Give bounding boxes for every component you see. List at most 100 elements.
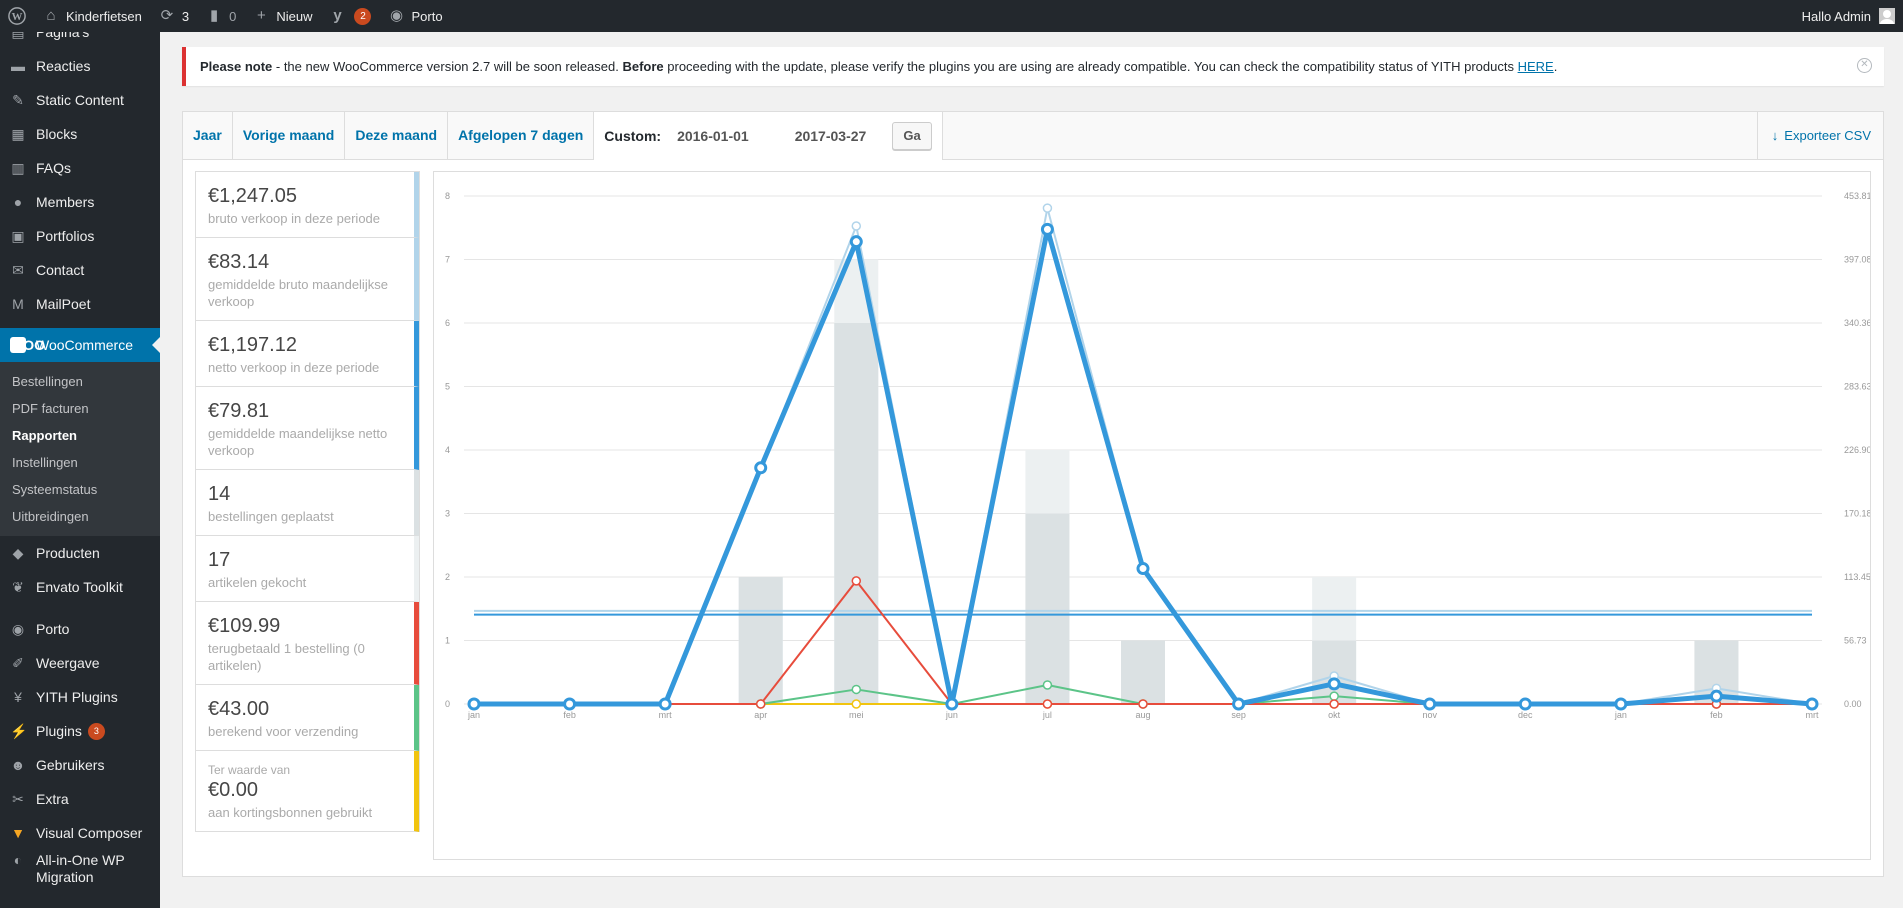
tab-this-month[interactable]: Deze maand xyxy=(345,112,449,159)
data-point[interactable] xyxy=(1042,680,1053,690)
menu-woocommerce[interactable]: WOO WooCommerce xyxy=(0,328,160,362)
menu-portfolios[interactable]: ▣ Portfolios xyxy=(0,219,160,253)
menu-users[interactable]: ☻ Gebruikers xyxy=(0,748,160,782)
notice-text-part: proceeding with the update, please verif… xyxy=(663,59,1518,74)
menu-yith-plugins[interactable]: ¥ YITH Plugins xyxy=(0,680,160,714)
menu-mailpoet[interactable]: M MailPoet xyxy=(0,287,160,321)
legend-description: artikelen gekocht xyxy=(208,575,307,590)
data-point[interactable] xyxy=(754,461,768,475)
legend-item[interactable]: €43.00 berekend voor verzending xyxy=(196,685,419,751)
wordpress-logo-icon[interactable]: W xyxy=(0,0,34,32)
user-icon: ● xyxy=(13,194,23,210)
menu-appearance[interactable]: ✐ Weergave xyxy=(0,646,160,680)
sales-chart-svg: 0 0.00 1 56.73 2 113.45 3 170.18 4 226.90 5 283.63 6… xyxy=(445,191,1870,720)
menu-plugins[interactable]: ⚡ Plugins 3 xyxy=(0,714,160,748)
custom-label: Custom: xyxy=(604,128,662,144)
porto-label: Porto xyxy=(411,8,443,24)
menu-envato-toolkit[interactable]: ❦ Envato Toolkit xyxy=(0,570,160,604)
dismiss-icon[interactable]: ✕ xyxy=(1857,58,1872,73)
menu-blocks[interactable]: ▦ Blocks xyxy=(0,117,160,151)
data-point[interactable] xyxy=(1042,699,1053,709)
data-point[interactable] xyxy=(1329,699,1339,709)
menu-label: Visual Composer xyxy=(36,825,143,841)
data-point[interactable] xyxy=(945,697,959,711)
menu-pages[interactable]: ▤ Pagina's xyxy=(0,32,160,49)
bar[interactable] xyxy=(834,323,879,704)
brush-icon: ✐ xyxy=(12,655,24,671)
data-point[interactable] xyxy=(1042,203,1053,213)
y-right-tick-label: 113.45 xyxy=(1844,572,1870,582)
x-tick-label: jul xyxy=(1042,710,1052,720)
data-point[interactable] xyxy=(1329,691,1339,701)
legend-item[interactable]: €109.99 terugbetaald 1 bestelling (0 arti… xyxy=(196,602,419,685)
legend-item[interactable]: Ter waarde van €0.00 aan kortingsbonnen ge… xyxy=(196,751,419,832)
export-csv-button[interactable]: ↓ Exporteer CSV xyxy=(1756,112,1883,159)
legend-item[interactable]: €79.81 gemiddelde maandelijkse netto verk… xyxy=(196,387,419,470)
data-point[interactable] xyxy=(851,576,862,586)
legend-item[interactable]: €1,197.12 netto verkoop in deze periode xyxy=(196,321,419,387)
data-point[interactable] xyxy=(1614,697,1628,711)
submenu-orders[interactable]: Bestellingen xyxy=(12,374,83,389)
data-point[interactable] xyxy=(851,684,862,695)
tab-last-7-days[interactable]: Afgelopen 7 dagen xyxy=(448,112,595,159)
menu-porto[interactable]: ◉ Porto xyxy=(0,612,160,646)
data-point[interactable] xyxy=(1136,562,1150,576)
legend-item[interactable]: 17 artikelen gekocht xyxy=(196,536,419,602)
tab-year[interactable]: Jaar xyxy=(183,112,233,159)
tab-last-month[interactable]: Vorige maand xyxy=(233,112,346,159)
menu-tools[interactable]: ✂ Extra xyxy=(0,782,160,816)
data-point[interactable] xyxy=(849,235,863,249)
legend-description: berekend voor verzending xyxy=(208,724,359,739)
menu-faqs[interactable]: ▥ FAQs xyxy=(0,151,160,185)
legend-item[interactable]: €83.14 gemiddelde bruto maandelijkse verk… xyxy=(196,238,419,321)
updates-link[interactable]: ⟳ 3 xyxy=(150,0,197,32)
new-content-link[interactable]: + Nieuw xyxy=(244,0,320,32)
menu-members[interactable]: ● Members xyxy=(0,185,160,219)
menu-visual-composer[interactable]: ▼ Visual Composer xyxy=(0,816,160,850)
submenu-settings[interactable]: Instellingen xyxy=(12,455,78,470)
bar[interactable] xyxy=(1025,513,1070,705)
data-point[interactable] xyxy=(1327,677,1341,691)
legend-description: terugbetaald 1 bestelling (0 artikelen) xyxy=(208,641,365,673)
data-point[interactable] xyxy=(851,699,862,709)
porto-link[interactable]: ◉ Porto xyxy=(379,0,450,32)
submenu-pdf-invoices[interactable]: PDF facturen xyxy=(12,401,89,416)
data-point[interactable] xyxy=(1138,699,1148,709)
avatar xyxy=(1879,8,1895,24)
comments-link[interactable]: ▮ 0 xyxy=(197,0,244,32)
menu-static-content[interactable]: ✎ Static Content xyxy=(0,83,160,117)
menu-comments[interactable]: ▬ Reacties xyxy=(0,49,160,83)
start-date-input[interactable]: 2016-01-01 xyxy=(677,128,749,144)
menu-products[interactable]: ◆ Producten xyxy=(0,536,160,570)
my-account-link[interactable]: Hallo Admin xyxy=(1794,0,1903,32)
menu-all-in-one-migration[interactable]: ◐ All-in-One WP Migration xyxy=(0,850,160,890)
data-point[interactable] xyxy=(1423,697,1437,711)
data-point[interactable] xyxy=(755,699,766,709)
bar[interactable] xyxy=(1121,640,1165,705)
menu-contact[interactable]: ✉ Contact xyxy=(0,253,160,287)
yoast-link[interactable]: y 2 xyxy=(320,0,379,32)
bar[interactable] xyxy=(738,577,783,704)
data-point[interactable] xyxy=(1805,697,1819,711)
go-button[interactable]: Ga xyxy=(892,122,932,150)
legend-item[interactable]: 14 bestellingen geplaatst xyxy=(196,470,419,536)
data-point[interactable] xyxy=(1709,689,1723,703)
data-point[interactable] xyxy=(563,697,577,711)
y-left-tick-label: 8 xyxy=(445,191,450,201)
notice-link[interactable]: HERE xyxy=(1517,59,1554,74)
submenu-extensions[interactable]: Uitbreidingen xyxy=(12,509,89,524)
legend-amount: €109.99 xyxy=(208,615,281,637)
pin-icon: ✎ xyxy=(12,92,24,108)
data-point[interactable] xyxy=(658,697,672,711)
menu-label: Producten xyxy=(36,545,100,561)
data-point[interactable] xyxy=(1040,222,1054,236)
data-point[interactable] xyxy=(1232,697,1246,711)
end-date-input[interactable]: 2017-03-27 xyxy=(794,128,867,144)
submenu-reports[interactable]: Rapporten xyxy=(12,428,77,443)
data-point[interactable] xyxy=(467,697,481,711)
submenu-system-status[interactable]: Systeemstatus xyxy=(12,482,98,497)
data-point[interactable] xyxy=(1518,697,1532,711)
site-name-link[interactable]: ⌂ Kinderfietsen xyxy=(34,0,150,32)
data-point[interactable] xyxy=(851,221,862,231)
legend-item[interactable]: €1,247.05 bruto verkoop in deze periode xyxy=(196,172,419,238)
